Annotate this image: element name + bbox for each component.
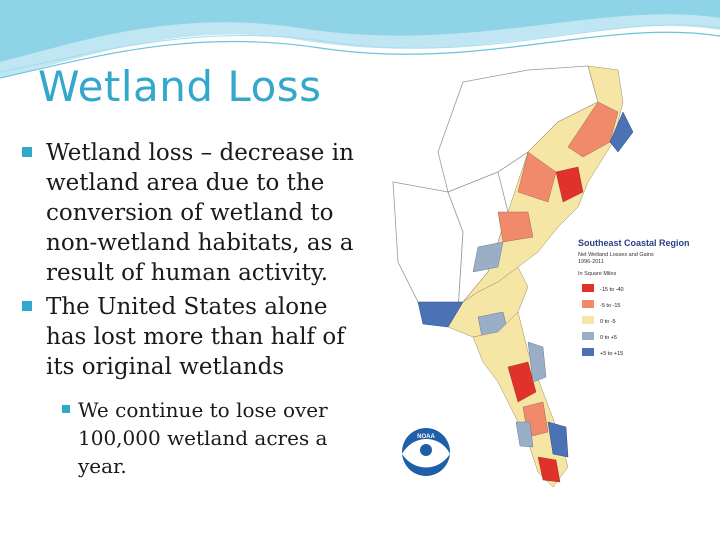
- bullet-text: Wetland loss – decrease in wetland area …: [46, 140, 354, 286]
- legend-title: Southeast Coastal Region: [578, 238, 690, 248]
- legend-swatch: [582, 300, 594, 308]
- legend-label: +5 to +15: [600, 351, 623, 357]
- legend-swatch: [582, 348, 594, 356]
- legend-label: 0 to +5: [600, 335, 617, 341]
- legend-label: -15 to -40: [600, 287, 624, 293]
- bullet-list: Wetland loss – decrease in wetland area …: [22, 138, 362, 484]
- square-bullet-icon: [22, 301, 32, 311]
- bullet-item: Wetland loss – decrease in wetland area …: [22, 138, 362, 288]
- logo-text: NOAA: [417, 434, 435, 440]
- square-bullet-icon: [22, 147, 32, 157]
- bullet-item: The United States alone has lost more th…: [22, 292, 362, 382]
- bullet-text: The United States alone has lost more th…: [46, 294, 345, 380]
- legend-swatch: [582, 332, 594, 340]
- map-legend: Southeast Coastal Region Net Wetland Los…: [578, 238, 690, 357]
- wetland-change-map: Southeast Coastal Region Net Wetland Los…: [378, 62, 716, 502]
- sub-bullet-item: We continue to lose over 100,000 wetland…: [62, 396, 362, 480]
- legend-units: In Square Miles: [578, 271, 616, 277]
- legend-years: 1996-2011: [578, 259, 604, 265]
- header-wave-banner: [0, 0, 720, 79]
- legend-swatch: [582, 316, 594, 324]
- square-bullet-icon: [62, 405, 70, 413]
- legend-label: 0 to -5: [600, 319, 616, 325]
- sub-bullet-text: We continue to lose over 100,000 wetland…: [78, 398, 328, 478]
- legend-subtitle: Net Wetland Losses and Gains: [578, 252, 654, 258]
- noaa-logo: NOAA: [402, 428, 450, 476]
- slide-title: Wetland Loss: [38, 62, 322, 111]
- legend-label: -5 to -15: [600, 303, 620, 309]
- legend-swatch: [582, 284, 594, 292]
